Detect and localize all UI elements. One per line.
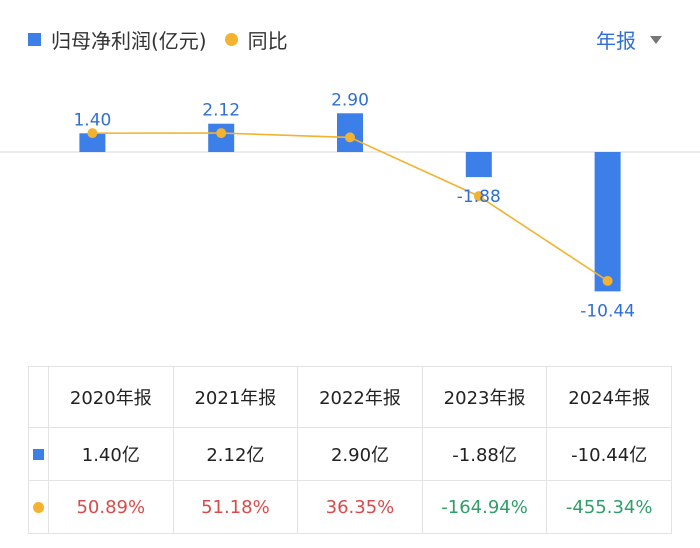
table-header-cell: 2021年报	[172, 366, 299, 428]
table-header-cell: 2022年报	[297, 366, 423, 428]
row-marker-cell	[28, 427, 49, 481]
table-header-cell: 2024年报	[546, 366, 672, 428]
table-cell: -455.34%	[546, 480, 672, 534]
bar-2023年报[interactable]	[465, 152, 492, 178]
bar-2020年报[interactable]	[79, 133, 106, 152]
yoy-point-2024年报[interactable]	[602, 275, 613, 286]
table-header-cell: 2020年报	[48, 366, 174, 428]
data-table: 2020年报 2021年报 2022年报 2023年报 2024年报 1.40亿…	[28, 366, 672, 534]
bar-marker-icon	[33, 448, 44, 460]
bar-2024年报[interactable]	[594, 152, 621, 292]
bar-swatch-icon	[28, 32, 41, 46]
table-cell: -10.44亿	[546, 427, 672, 481]
table-row-net-profit: 1.40亿 2.12亿 2.90亿 -1.88亿 -10.44亿	[28, 427, 672, 481]
dot-swatch-icon	[224, 32, 238, 46]
bar-value-label: 2.12	[202, 101, 240, 121]
bar-value-label: 1.40	[73, 110, 111, 130]
yoy-line	[92, 132, 609, 282]
table-corner-cell	[28, 366, 49, 428]
table-row-yoy: 50.89% 51.18% 36.35% -164.94% -455.34%	[28, 480, 672, 534]
table-cell: 36.35%	[297, 480, 423, 534]
row-marker-cell	[28, 480, 49, 534]
yoy-point-2023年报[interactable]	[473, 191, 484, 202]
legend-label-net-profit: 归母净利润(亿元)	[51, 28, 207, 53]
table-header-cell: 2023年报	[421, 366, 548, 428]
bar-value-label: -1.88	[457, 187, 501, 207]
bar-value-label: 2.90	[331, 90, 369, 110]
dot-marker-icon	[33, 501, 44, 513]
chart-legend: 归母净利润(亿元) 同比	[28, 24, 306, 54]
yoy-point-2020年报[interactable]	[87, 128, 98, 139]
table-cell: 50.89%	[48, 480, 174, 534]
period-label: 年报	[596, 28, 636, 53]
table-cell: -164.94%	[421, 480, 548, 534]
legend-item-net-profit[interactable]: 归母净利润(亿元)	[28, 25, 207, 54]
table-cell: 51.18%	[172, 480, 299, 534]
table-cell: 2.90亿	[297, 427, 423, 481]
legend-item-yoy[interactable]: 同比	[224, 25, 288, 54]
period-dropdown[interactable]: 年报	[596, 24, 662, 54]
table-cell: -1.88亿	[421, 427, 548, 481]
table-cell: 1.40亿	[48, 427, 174, 481]
yoy-point-2021年报[interactable]	[216, 128, 227, 139]
table-header-row: 2020年报 2021年报 2022年报 2023年报 2024年报	[28, 366, 672, 428]
net-profit-chart: 1.40 2.12 2.90 -1.88 -10.44	[0, 90, 700, 321]
legend-label-yoy: 同比	[247, 28, 288, 53]
yoy-point-2022年报[interactable]	[345, 132, 355, 143]
bar-value-label: -10.44	[580, 301, 635, 321]
chevron-down-icon	[650, 36, 662, 44]
table-cell: 2.12亿	[172, 427, 299, 481]
